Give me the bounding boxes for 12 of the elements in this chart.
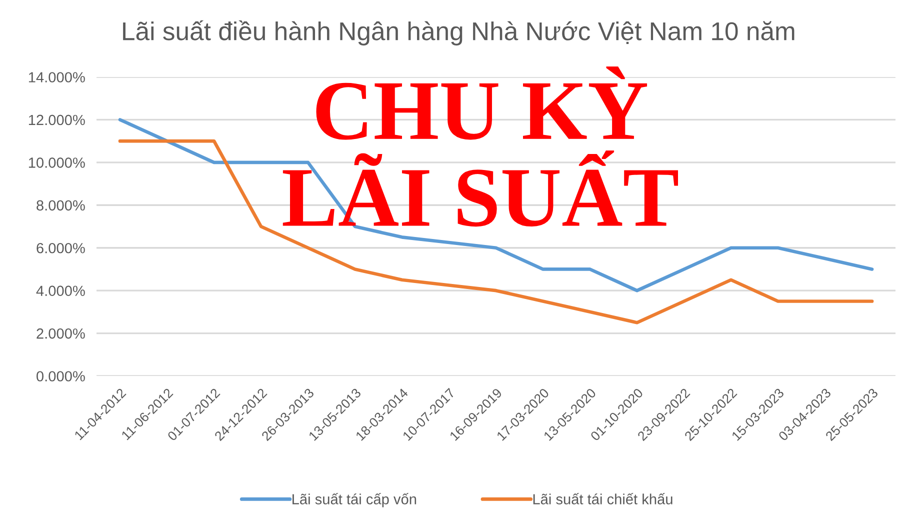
y-tick-label: 10.000%: [28, 158, 85, 168]
legend-label: Lãi suất tái chiết khấu: [533, 493, 672, 504]
chart-title: Lãi suất điều hành Ngân hàng Nhà Nước Việt Nam 10 năm: [123, 20, 794, 46]
y-tick-label: 12.000%: [28, 114, 85, 126]
y-tick-label: 6.000%: [36, 242, 85, 254]
y-tick-label: 0.000%: [36, 371, 85, 382]
y-tick-label: 8.000%: [36, 200, 85, 211]
legend-label: Lãi suất tái cấp vốn: [292, 493, 416, 508]
y-tick-label: 2.000%: [36, 328, 85, 339]
line-series: [118, 139, 874, 324]
y-tick-label: 14.000%: [28, 72, 85, 82]
y-tick-label: 4.000%: [36, 286, 85, 296]
